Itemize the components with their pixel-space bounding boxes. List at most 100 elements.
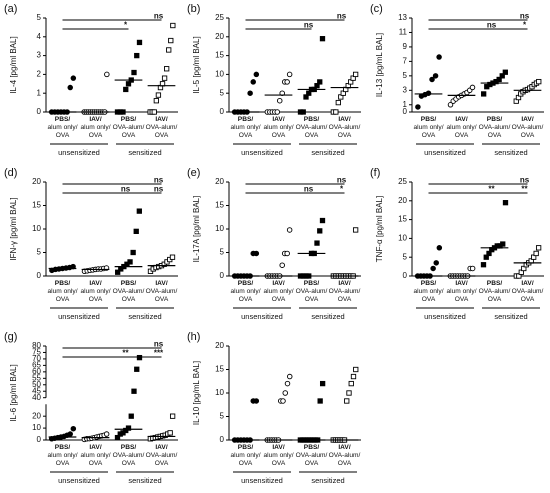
y-tick-label: 40	[32, 393, 41, 402]
x-tick-label: OVA-alum/	[296, 288, 328, 295]
x-tick-label: alum only/	[80, 124, 110, 131]
data-point	[282, 390, 289, 396]
y-tick-label: 45	[32, 386, 41, 395]
data-point	[433, 260, 439, 266]
x-tick-label: OVA	[239, 132, 253, 139]
data-point	[170, 22, 176, 29]
y-tick-label: 0	[37, 107, 42, 116]
x-tick-label: PBS/	[487, 116, 503, 123]
y-tick-label: 25	[398, 177, 407, 186]
x-tick-label: OVA-alum/	[146, 124, 178, 131]
y-tick-label: 50	[32, 380, 41, 389]
data-point	[247, 90, 253, 96]
y-tick-label: 10	[32, 224, 41, 233]
panel-label: (g)	[4, 331, 17, 343]
data-point	[284, 79, 290, 85]
x-tick-label: PBS/	[421, 280, 437, 287]
data-point	[303, 94, 309, 100]
significance-label: ns	[154, 340, 164, 349]
x-tick-label: IAV/	[338, 444, 351, 451]
panel-label: (h)	[187, 331, 200, 343]
x-tick-label: OVA	[155, 460, 169, 467]
x-tick-label: OVA	[239, 460, 253, 467]
y-axis-label: IL-4 [pg/ml BAL]	[9, 36, 18, 93]
x-tick-label: alum only/	[446, 288, 476, 295]
significance-label: ns	[304, 185, 314, 194]
x-tick-label: IAV/	[521, 116, 534, 123]
data-point	[168, 37, 174, 44]
x-tick-label: OVA	[155, 132, 169, 139]
group-label: sensitized	[128, 476, 161, 485]
data-point	[169, 254, 176, 260]
data-point	[500, 241, 506, 247]
data-point	[430, 265, 436, 272]
panel: (h) IL-10 [pg/mL BAL] 0 5 10 15 20 PBS/alum onl…	[187, 331, 361, 485]
data-point	[284, 250, 290, 257]
panel-label: (f)	[370, 167, 380, 179]
group-label: unsensitized	[241, 148, 283, 157]
data-point	[284, 380, 291, 387]
x-tick-label: PBS/	[55, 116, 71, 123]
x-tick-label: alum only/	[80, 452, 110, 459]
x-tick-label: OVA-alum/	[146, 288, 178, 295]
x-tick-label: PBS/	[121, 116, 137, 123]
y-tick-label: 1	[403, 100, 408, 109]
data-point	[533, 250, 539, 257]
data-point	[103, 431, 110, 437]
y-tick-label: 10	[215, 388, 224, 397]
x-tick-label: IAV/	[521, 280, 534, 287]
data-point	[348, 380, 354, 387]
x-tick-label: OVA	[338, 132, 352, 139]
data-point	[279, 262, 285, 268]
y-tick-label: 20	[32, 177, 41, 186]
x-tick-label: alum only/	[230, 288, 260, 295]
x-tick-label: alum only/	[47, 452, 77, 459]
x-tick-label: PBS/	[304, 280, 320, 287]
data-point	[344, 398, 350, 404]
x-tick-label: PBS/	[238, 116, 254, 123]
y-tick-label: 20	[398, 196, 407, 205]
y-tick-label: 0	[403, 271, 408, 280]
group-label: sensitized	[128, 312, 161, 321]
x-tick-label: OVA	[122, 460, 136, 467]
data-point	[253, 71, 260, 78]
significance-label: ns	[520, 176, 530, 185]
data-point	[164, 66, 170, 72]
panel: (b) IL-5 [pg/ml BAL] 0 5 10 15 20 25 PBS/alum on…	[187, 3, 361, 157]
data-point	[253, 250, 260, 257]
data-point	[70, 75, 77, 81]
data-point	[480, 262, 487, 268]
y-tick-label: 1	[37, 88, 42, 97]
panel: (g) IL-6 [pg/ml BAL] 0 10 20 4045505560657075…	[4, 331, 178, 485]
x-tick-label: OVA	[305, 296, 319, 303]
significance-label: *	[124, 21, 128, 30]
x-tick-label: OVA-alum/	[479, 288, 511, 295]
y-tick-label: 15	[398, 215, 407, 224]
x-tick-label: alum only/	[413, 124, 443, 131]
x-tick-label: OVA	[89, 132, 103, 139]
group-label: unsensitized	[424, 148, 466, 157]
x-tick-label: IAV/	[155, 444, 168, 451]
data-point	[120, 109, 126, 115]
y-tick-label: 5	[220, 248, 225, 257]
x-tick-label: IAV/	[89, 280, 102, 287]
x-tick-label: IAV/	[455, 116, 468, 123]
x-tick-label: OVA-alum/	[329, 288, 361, 295]
x-tick-label: OVA-alum/	[512, 288, 544, 295]
data-point	[136, 208, 142, 214]
data-point	[123, 86, 129, 93]
data-point	[481, 91, 487, 97]
y-tick-label: 4	[37, 32, 42, 41]
significance-label: **	[521, 185, 528, 194]
data-point	[136, 39, 143, 46]
y-tick-label: 65	[32, 360, 41, 369]
data-point	[125, 425, 132, 431]
panel: (f) TNF-α [pg/ml BAL] 0 5 10 15 20 25 PBS/alum o…	[370, 167, 544, 321]
x-tick-label: OVA-alum/	[329, 452, 361, 459]
x-tick-label: alum only/	[413, 288, 443, 295]
y-axis-label: IL-10 [pg/mL BAL]	[192, 361, 201, 425]
data-point	[502, 69, 508, 75]
x-tick-label: IAV/	[455, 280, 468, 287]
